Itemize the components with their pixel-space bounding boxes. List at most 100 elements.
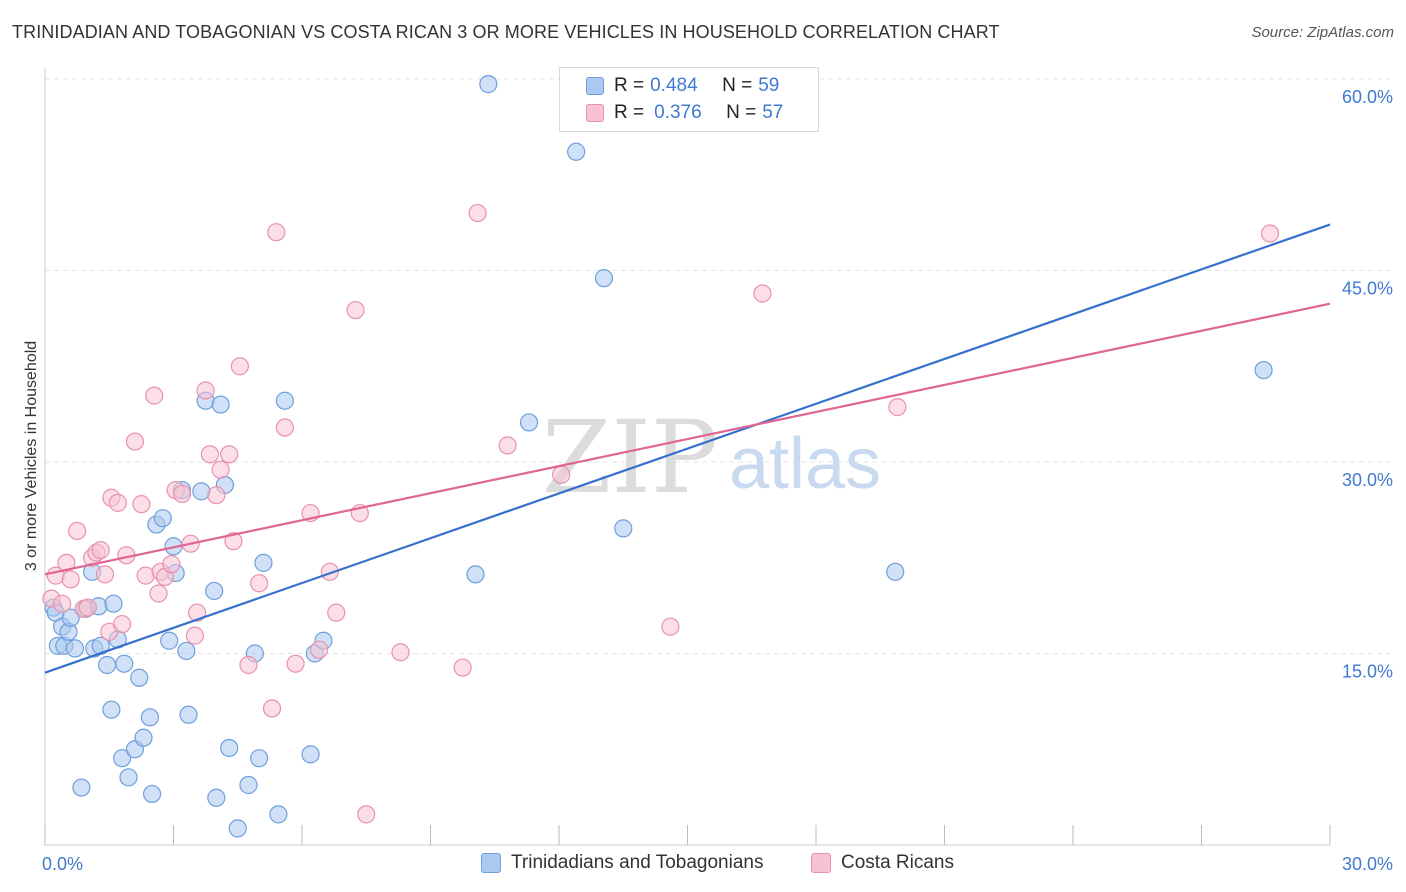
costa-rican-point [125,432,145,451]
costa-rican-point [207,486,226,505]
source-label: Source: ZipAtlas.com [1251,24,1394,41]
trinidadian-point [275,391,294,410]
trinidadian-point [65,639,85,658]
legend-n-value: 57 [762,102,784,123]
trinidadian-point [153,509,172,528]
costa-rican-point [78,598,97,617]
costa-rican-point [391,643,410,662]
costa-rican-point [286,654,305,673]
costa-rican-point [91,540,110,560]
costa-rican-point [320,562,339,581]
costa-rican-point [1260,224,1280,243]
costa-rican-point [172,484,192,504]
costa-rican-point [661,617,680,636]
y-axis-label: 3 or more Vehicles in Household [23,341,40,571]
trinidadian-point [142,784,162,804]
y-tick-label: 45.0% [1342,279,1393,299]
costa-rican-point [68,521,87,541]
legend-r-value: 0.376 [654,102,702,123]
series-legend-trinidadian: Trinidadians and Tobagonians [481,852,763,874]
costa-rican-point [53,594,72,613]
trinidadian-point [466,565,485,584]
costa-rican-point [95,565,115,584]
costa-rican-point [267,223,286,242]
trinidadian-point [220,738,239,758]
legend-n-label: N = [726,102,757,123]
watermark-atlas: atlas [729,424,881,504]
costa-rican-point [310,640,329,659]
trinidadian-point [160,631,179,650]
trinidadian-point [179,705,198,724]
costa-rican-point [888,398,907,417]
trinidadian-point [567,142,586,161]
costa-rican-point [250,574,269,593]
costa-rican-point [230,357,249,376]
costa-rican-point [327,603,346,622]
chart-title: TRINIDADIAN AND TOBAGONIAN VS COSTA RICA… [12,22,1000,42]
trinidadian-point [192,482,211,501]
costa-rican-point [132,495,151,514]
legend-r-label: R = [614,102,645,123]
trinidadian-point [250,749,269,768]
axes [44,68,1331,846]
watermark: ZIP atlas [542,399,881,516]
trinidadian-point [211,395,230,414]
stats-legend: R = 0.484 N = 59 R = 0.376 N = 57 [559,67,819,132]
costa-rican-point [357,805,376,824]
costa-rican-point [112,615,132,634]
trinidadian-point [614,519,633,538]
x-tick-label: 0.0% [42,854,83,874]
legend-r-value: 0.484 [650,75,698,96]
watermark-zip: ZIP [542,399,718,516]
costa-rican-point [468,203,487,223]
costa-rican-point [220,445,239,464]
trinidadian-point [301,745,320,764]
legend-row-trinidadian: R = 0.484 N = 59 [586,74,779,98]
costa-rican-point [162,555,181,574]
trinidadian-point [134,728,153,747]
trinidadian-point [207,788,226,807]
legend-r-label: R = [614,75,645,96]
trinidadian-point [269,805,288,824]
costa-rican-point [149,584,168,603]
y-tick-label: 60.0% [1342,87,1393,107]
trinidadian-point [177,641,196,661]
trinidadian-point [254,553,273,572]
costa-rican-point [187,603,207,622]
costa-rican-point [136,566,155,585]
legend-n-label: N = [722,75,753,96]
trinidadian-point [1254,360,1273,380]
costa-rican-point [211,460,230,479]
grid-lines [45,78,1395,654]
legend-swatch-pink [586,104,604,122]
costa-rican-point [108,493,127,512]
costa-rican-point [61,570,80,589]
costa-rican-point [200,445,220,464]
trinidadian-point [519,413,539,432]
trinidadian-point [140,708,160,727]
trinidadian-point [72,778,91,797]
series-legend-costa-rican: Costa Ricans [811,852,954,874]
costa-rican-point [185,626,205,645]
legend-n-value: 59 [758,75,780,96]
trinidadian-point [102,700,121,719]
trinidadian-point [130,668,149,687]
costa-rican-trend-line [44,302,1331,576]
trinidadian-point [886,562,905,581]
trinidadian-point [594,269,614,288]
costa-rican-point [239,655,258,675]
costa-rican-point [145,386,164,405]
costa-rican-point [275,418,294,437]
trend-lines [44,223,1331,674]
data-points [42,75,1280,838]
trinidadian-point [228,819,247,838]
trinidadian-point [98,655,117,675]
tick-labels: 15.0% 30.0% 45.0% 60.0% 0.0% 30.0% [42,87,1393,874]
costa-rican-point [552,465,571,484]
costa-rican-point [57,553,76,572]
x-tick-label: 30.0% [1342,854,1393,874]
legend-swatch-blue [586,77,604,95]
costa-rican-point [346,300,365,320]
series-swatch-pink [811,853,831,873]
